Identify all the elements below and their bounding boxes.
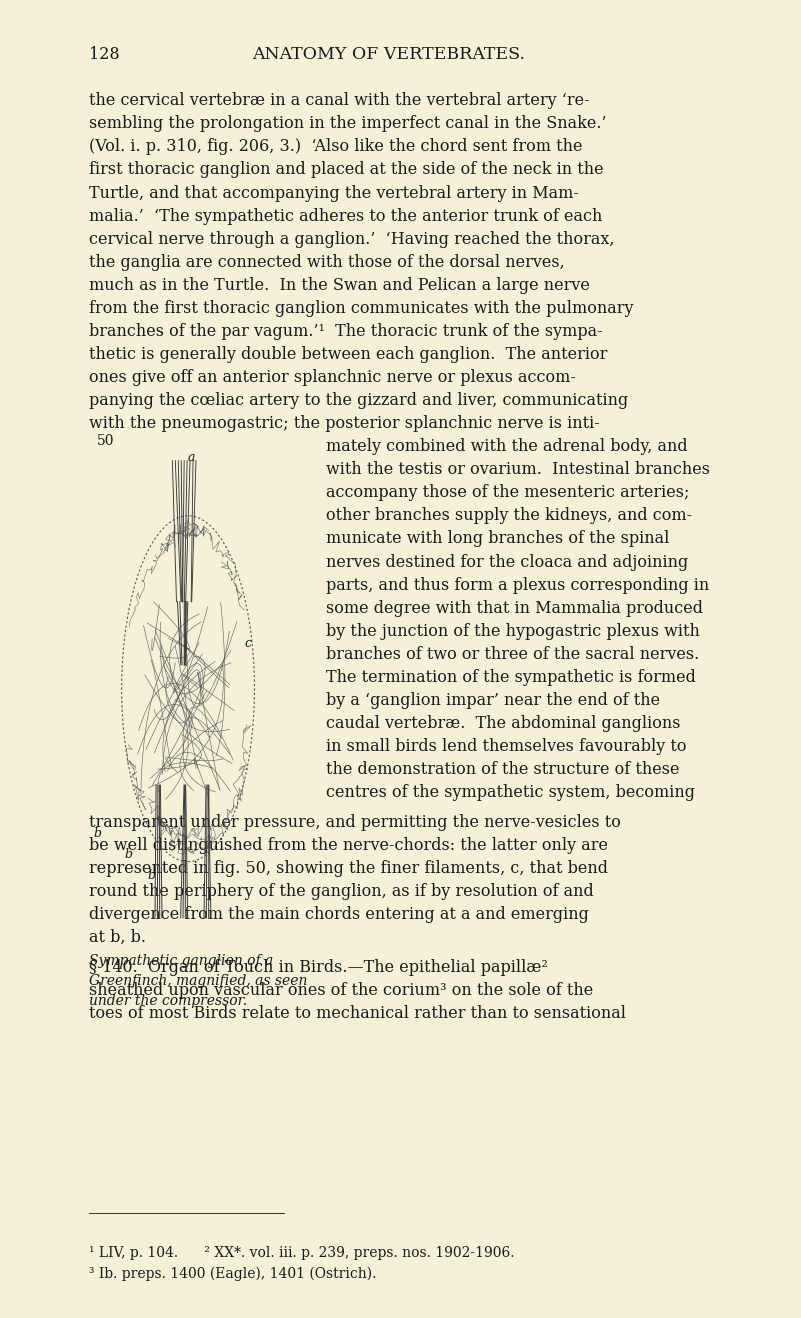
Text: the ganglia are connected with those of the dorsal nerves,: the ganglia are connected with those of …: [90, 253, 566, 270]
Text: ones give off an anterior splanchnic nerve or plexus accom-: ones give off an anterior splanchnic ner…: [90, 369, 576, 386]
Text: accompany those of the mesenteric arteries;: accompany those of the mesenteric arteri…: [326, 484, 690, 501]
Text: toes of most Birds relate to mechanical rather than to sensational: toes of most Birds relate to mechanical …: [90, 1004, 626, 1021]
Text: b: b: [93, 828, 101, 841]
Text: be well distinguished from the nerve-chords: the latter only are: be well distinguished from the nerve-cho…: [90, 837, 609, 854]
Text: some degree with that in Mammalia produced: some degree with that in Mammalia produc…: [326, 600, 703, 617]
Text: b: b: [124, 849, 132, 862]
Text: represented in fig. 50, showing the finer filaments, c, that bend: represented in fig. 50, showing the fine…: [90, 859, 609, 876]
Text: cervical nerve through a ganglion.’  ‘Having reached the thorax,: cervical nerve through a ganglion.’ ‘Hav…: [90, 231, 615, 248]
Text: 50: 50: [97, 434, 115, 448]
Text: with the pneumogastric; the posterior splanchnic nerve is inti-: with the pneumogastric; the posterior sp…: [90, 415, 600, 432]
Text: ¹ LIV, p. 104.      ² XX*. vol. iii. p. 239, preps. nos. 1902-1906.: ¹ LIV, p. 104. ² XX*. vol. iii. p. 239, …: [90, 1246, 515, 1260]
Text: by a ‘ganglion impar’ near the end of the: by a ‘ganglion impar’ near the end of th…: [326, 692, 661, 709]
Text: b: b: [147, 870, 155, 883]
Text: ANATOMY OF VERTEBRATES.: ANATOMY OF VERTEBRATES.: [252, 46, 525, 63]
Text: other branches supply the kidneys, and com-: other branches supply the kidneys, and c…: [326, 507, 693, 525]
Text: the cervical vertebræ in a canal with the vertebral artery ‘re-: the cervical vertebræ in a canal with th…: [90, 92, 590, 109]
Text: by the junction of the hypogastric plexus with: by the junction of the hypogastric plexu…: [326, 622, 700, 639]
Text: under the compressor.: under the compressor.: [90, 994, 248, 1008]
Text: Turtle, and that accompanying the vertebral artery in Mam-: Turtle, and that accompanying the verteb…: [90, 185, 579, 202]
Text: mately combined with the adrenal body, and: mately combined with the adrenal body, a…: [326, 438, 688, 455]
Text: Sympathetic ganglion of a: Sympathetic ganglion of a: [90, 954, 274, 967]
Text: parts, and thus form a plexus corresponding in: parts, and thus form a plexus correspond…: [326, 576, 710, 593]
Text: caudal vertebræ.  The abdominal ganglions: caudal vertebræ. The abdominal ganglions: [326, 714, 681, 731]
Text: transparent under pressure, and permitting the nerve-vesicles to: transparent under pressure, and permitti…: [90, 813, 622, 830]
Text: much as in the Turtle.  In the Swan and Pelican a large nerve: much as in the Turtle. In the Swan and P…: [90, 277, 590, 294]
Text: panying the cœliac artery to the gizzard and liver, communicating: panying the cœliac artery to the gizzard…: [90, 391, 629, 409]
Text: nerves destined for the cloaca and adjoining: nerves destined for the cloaca and adjoi…: [326, 554, 689, 571]
Text: divergence from the main chords entering at a and emerging: divergence from the main chords entering…: [90, 905, 590, 923]
Text: ³ Ib. preps. 1400 (Eagle), 1401 (Ostrich).: ³ Ib. preps. 1400 (Eagle), 1401 (Ostrich…: [90, 1267, 376, 1281]
Text: a: a: [188, 451, 195, 464]
Text: 128: 128: [90, 46, 120, 63]
Text: first thoracic ganglion and placed at the side of the neck in the: first thoracic ganglion and placed at th…: [90, 161, 604, 178]
Text: (Vol. i. p. 310, fig. 206, 3.)  ‘Also like the chord sent from the: (Vol. i. p. 310, fig. 206, 3.) ‘Also lik…: [90, 138, 583, 156]
Text: sheathed upon vascular ones of the corium³ on the sole of the: sheathed upon vascular ones of the coriu…: [90, 982, 594, 999]
Text: with the testis or ovarium.  Intestinal branches: with the testis or ovarium. Intestinal b…: [326, 461, 710, 478]
Text: municate with long branches of the spinal: municate with long branches of the spina…: [326, 530, 670, 547]
Text: branches of two or three of the sacral nerves.: branches of two or three of the sacral n…: [326, 646, 699, 663]
Text: at b, b.: at b, b.: [90, 929, 147, 946]
Text: thetic is generally double between each ganglion.  The anterior: thetic is generally double between each …: [90, 345, 608, 362]
Text: in small birds lend themselves favourably to: in small birds lend themselves favourabl…: [326, 738, 687, 755]
Text: the demonstration of the structure of these: the demonstration of the structure of th…: [326, 760, 680, 778]
Text: malia.’  ‘The sympathetic adheres to the anterior trunk of each: malia.’ ‘The sympathetic adheres to the …: [90, 207, 602, 224]
Text: centres of the sympathetic system, becoming: centres of the sympathetic system, becom…: [326, 784, 695, 801]
Text: c: c: [244, 638, 251, 650]
Text: § 140.  Organ of Touch in Birds.—The epithelial papillæ²: § 140. Organ of Touch in Birds.—The epit…: [90, 958, 548, 975]
Text: round the periphery of the ganglion, as if by resolution of and: round the periphery of the ganglion, as …: [90, 883, 594, 900]
Text: The termination of the sympathetic is formed: The termination of the sympathetic is fo…: [326, 668, 696, 685]
Text: sembling the prolongation in the imperfect canal in the Snake.’: sembling the prolongation in the imperfe…: [90, 115, 607, 132]
Text: from the first thoracic ganglion communicates with the pulmonary: from the first thoracic ganglion communi…: [90, 299, 634, 316]
Text: branches of the par vagum.’¹  The thoracic trunk of the sympa-: branches of the par vagum.’¹ The thoraci…: [90, 323, 603, 340]
Text: Greenfinch, magnified, as seen: Greenfinch, magnified, as seen: [90, 974, 308, 988]
